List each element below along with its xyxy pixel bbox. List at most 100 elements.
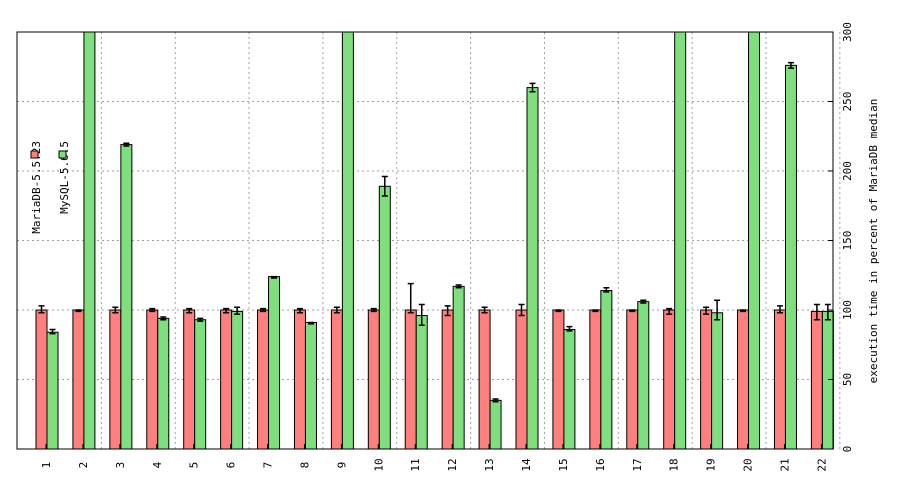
bar-s1-18 <box>663 309 676 450</box>
error-bar-s1-9 <box>333 306 340 314</box>
bar-s1-15 <box>552 309 565 450</box>
error-bar-s1-20 <box>740 309 747 313</box>
error-bar-s2-8 <box>307 321 314 325</box>
x-tick-label: 18 <box>668 458 681 471</box>
bar-s2-4 <box>157 317 170 450</box>
bar-s2-15 <box>563 328 576 450</box>
error-bar-s2-1 <box>49 328 56 335</box>
x-tick-label: 20 <box>742 458 755 471</box>
x-tick-labels: 1 2 3 4 5 6 7 8 9 10 11 12 13 14 15 16 17 18 19 20 21 22 <box>40 444 828 472</box>
legend-swatch-1 <box>30 150 39 159</box>
error-bar-s2-6 <box>234 306 241 315</box>
x-tick-label: 5 <box>188 462 201 469</box>
x-tick-label: 15 <box>557 458 570 471</box>
x-tick-label: 19 <box>705 458 718 471</box>
legend-swatch-2 <box>58 150 67 159</box>
error-bar-s2-12 <box>455 284 462 289</box>
error-bar-s2-16 <box>603 287 610 293</box>
error-bar-s1-13 <box>481 306 488 314</box>
error-bar-s1-1 <box>38 305 45 314</box>
error-bar-s2-10 <box>381 175 388 197</box>
error-bar-s1-7 <box>260 307 267 313</box>
bar-s1-12 <box>441 309 454 450</box>
bar-s1-4 <box>146 309 159 450</box>
legend-label-2: MySQL-5.6.5 <box>58 141 71 214</box>
x-tick-label: 3 <box>114 462 127 469</box>
error-bar-s1-3 <box>112 306 119 314</box>
error-bar-s2-14 <box>529 82 536 93</box>
error-bar-s1-19 <box>703 306 710 315</box>
bar-s1-22 <box>810 310 823 450</box>
error-bar-s1-14 <box>518 303 525 317</box>
bar-s2-19 <box>711 312 724 450</box>
bar-s1-16 <box>589 309 602 450</box>
x-tick-label: 16 <box>594 458 607 471</box>
y-tick-label: 250 <box>841 92 854 112</box>
x-tick-label: 21 <box>778 458 791 471</box>
error-bar-s2-4 <box>160 316 167 321</box>
error-bar-s1-4 <box>149 307 156 313</box>
bar-s2-13 <box>489 399 502 450</box>
x-tick-label: 2 <box>77 462 90 469</box>
error-bar-s2-13 <box>492 398 499 403</box>
bar-s2-16 <box>600 290 613 450</box>
x-tick-label: 14 <box>520 458 533 472</box>
error-bar-s1-11 <box>407 282 414 314</box>
bar-s1-8 <box>293 309 306 450</box>
bar-s2-20 <box>748 31 761 450</box>
error-bar-s1-8 <box>296 307 303 314</box>
bar-s2-11 <box>415 315 428 450</box>
bar-s2-14 <box>526 87 539 450</box>
bar-s1-17 <box>626 309 639 450</box>
y-tick-labels: 0 50 100 150 200 250 300 <box>828 22 854 452</box>
bar-s1-19 <box>700 309 713 450</box>
bar-s1-13 <box>478 309 491 450</box>
bar-s1-11 <box>404 309 417 450</box>
bar-s2-22 <box>821 310 834 450</box>
error-bar-s2-5 <box>197 317 204 322</box>
x-tick-label: 9 <box>335 462 348 469</box>
bar-s1-9 <box>330 309 343 450</box>
x-tick-label: 7 <box>262 462 275 469</box>
y-tick-label: 300 <box>841 22 854 42</box>
bar-s1-20 <box>737 309 750 450</box>
x-tick-label: 17 <box>631 458 644 471</box>
error-bar-s1-10 <box>370 307 377 313</box>
x-tick-label: 6 <box>225 462 238 469</box>
error-bar-s2-22 <box>824 303 831 321</box>
x-tick-label: 12 <box>446 458 459 471</box>
bar-s1-7 <box>257 309 270 450</box>
error-bars <box>38 61 831 403</box>
bar-s2-21 <box>784 64 797 450</box>
bar-s2-8 <box>304 322 317 450</box>
legend-label-1: MariaDB-5.5.23 <box>30 141 43 234</box>
x-tick-label: 11 <box>409 458 422 471</box>
y-tick-label: 150 <box>841 231 854 251</box>
y-tick-label: 100 <box>841 300 854 320</box>
error-bar-s2-3 <box>123 142 130 147</box>
bar-s2-9 <box>341 31 354 450</box>
error-bar-s1-15 <box>555 309 562 313</box>
bar-s2-7 <box>268 276 281 450</box>
x-tick-label: 13 <box>483 458 496 471</box>
error-bar-s1-16 <box>592 309 599 313</box>
error-bar-s1-5 <box>186 307 193 314</box>
error-bar-s2-21 <box>787 61 794 69</box>
error-bar-s2-15 <box>566 325 573 332</box>
bar-s1-14 <box>515 309 528 450</box>
error-bar-s1-18 <box>666 307 673 315</box>
bar-s2-3 <box>120 144 133 450</box>
bar-s2-1 <box>46 331 59 450</box>
bar-s1-21 <box>773 309 786 450</box>
bar-s1-6 <box>220 309 233 450</box>
bar-s2-5 <box>194 319 207 450</box>
legend: MariaDB-5.5.23 MySQL-5.6.5 <box>30 141 71 234</box>
error-bar-s1-2 <box>75 309 82 313</box>
x-tick-label: 10 <box>372 458 385 471</box>
x-tick-label: 22 <box>815 458 828 471</box>
y-tick-label: 50 <box>841 373 854 386</box>
error-bar-s1-6 <box>223 307 230 314</box>
y-axis-label: execution time in percent of MariaDB med… <box>867 99 880 384</box>
x-tick-label: 1 <box>40 462 53 469</box>
